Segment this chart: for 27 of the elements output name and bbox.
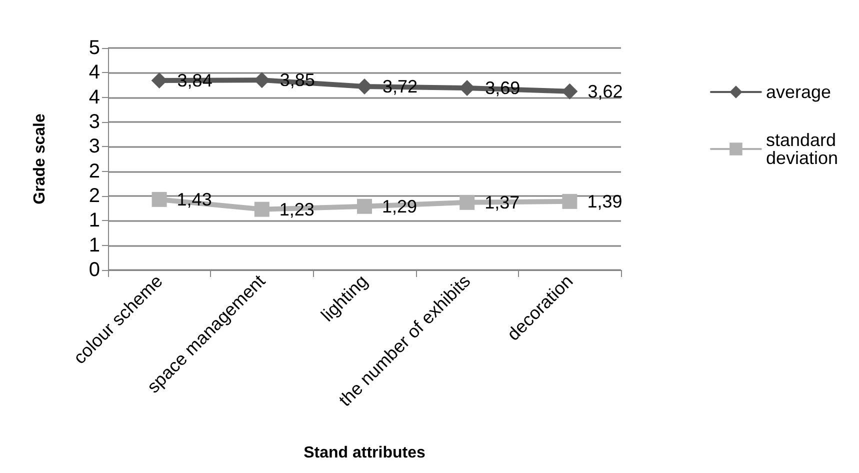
y-tick-label: 4 <box>88 86 100 108</box>
point <box>562 194 578 209</box>
point <box>152 192 167 207</box>
y-tick-label: 1 <box>88 210 100 232</box>
point <box>356 78 372 94</box>
data-label: 1,37 <box>484 192 520 212</box>
y-tick-label: 0 <box>88 259 100 281</box>
y-tick-label: 2 <box>88 160 100 182</box>
y-tick-label: 1 <box>88 234 100 256</box>
data-label: 1,29 <box>382 196 418 216</box>
data-label: 1,39 <box>587 191 622 212</box>
legend-label: standard deviation <box>766 130 842 168</box>
point <box>254 202 270 217</box>
point <box>562 83 578 100</box>
y-axis-title: Grade scale <box>32 114 48 204</box>
data-label: 1,23 <box>279 199 314 220</box>
data-label: 3,62 <box>588 81 623 102</box>
y-tick-label: 3 <box>88 136 100 158</box>
legend-label: average <box>766 82 832 102</box>
point <box>460 194 475 210</box>
data-label: 1,43 <box>176 189 212 210</box>
y-tick-label: 2 <box>88 185 100 207</box>
y-tick-label: 4 <box>88 62 100 84</box>
x-axis-title: Stand attributes <box>304 444 426 462</box>
y-tick-label: 3 <box>88 111 100 133</box>
y-tick-label: 5 <box>88 37 100 59</box>
point <box>357 198 372 214</box>
